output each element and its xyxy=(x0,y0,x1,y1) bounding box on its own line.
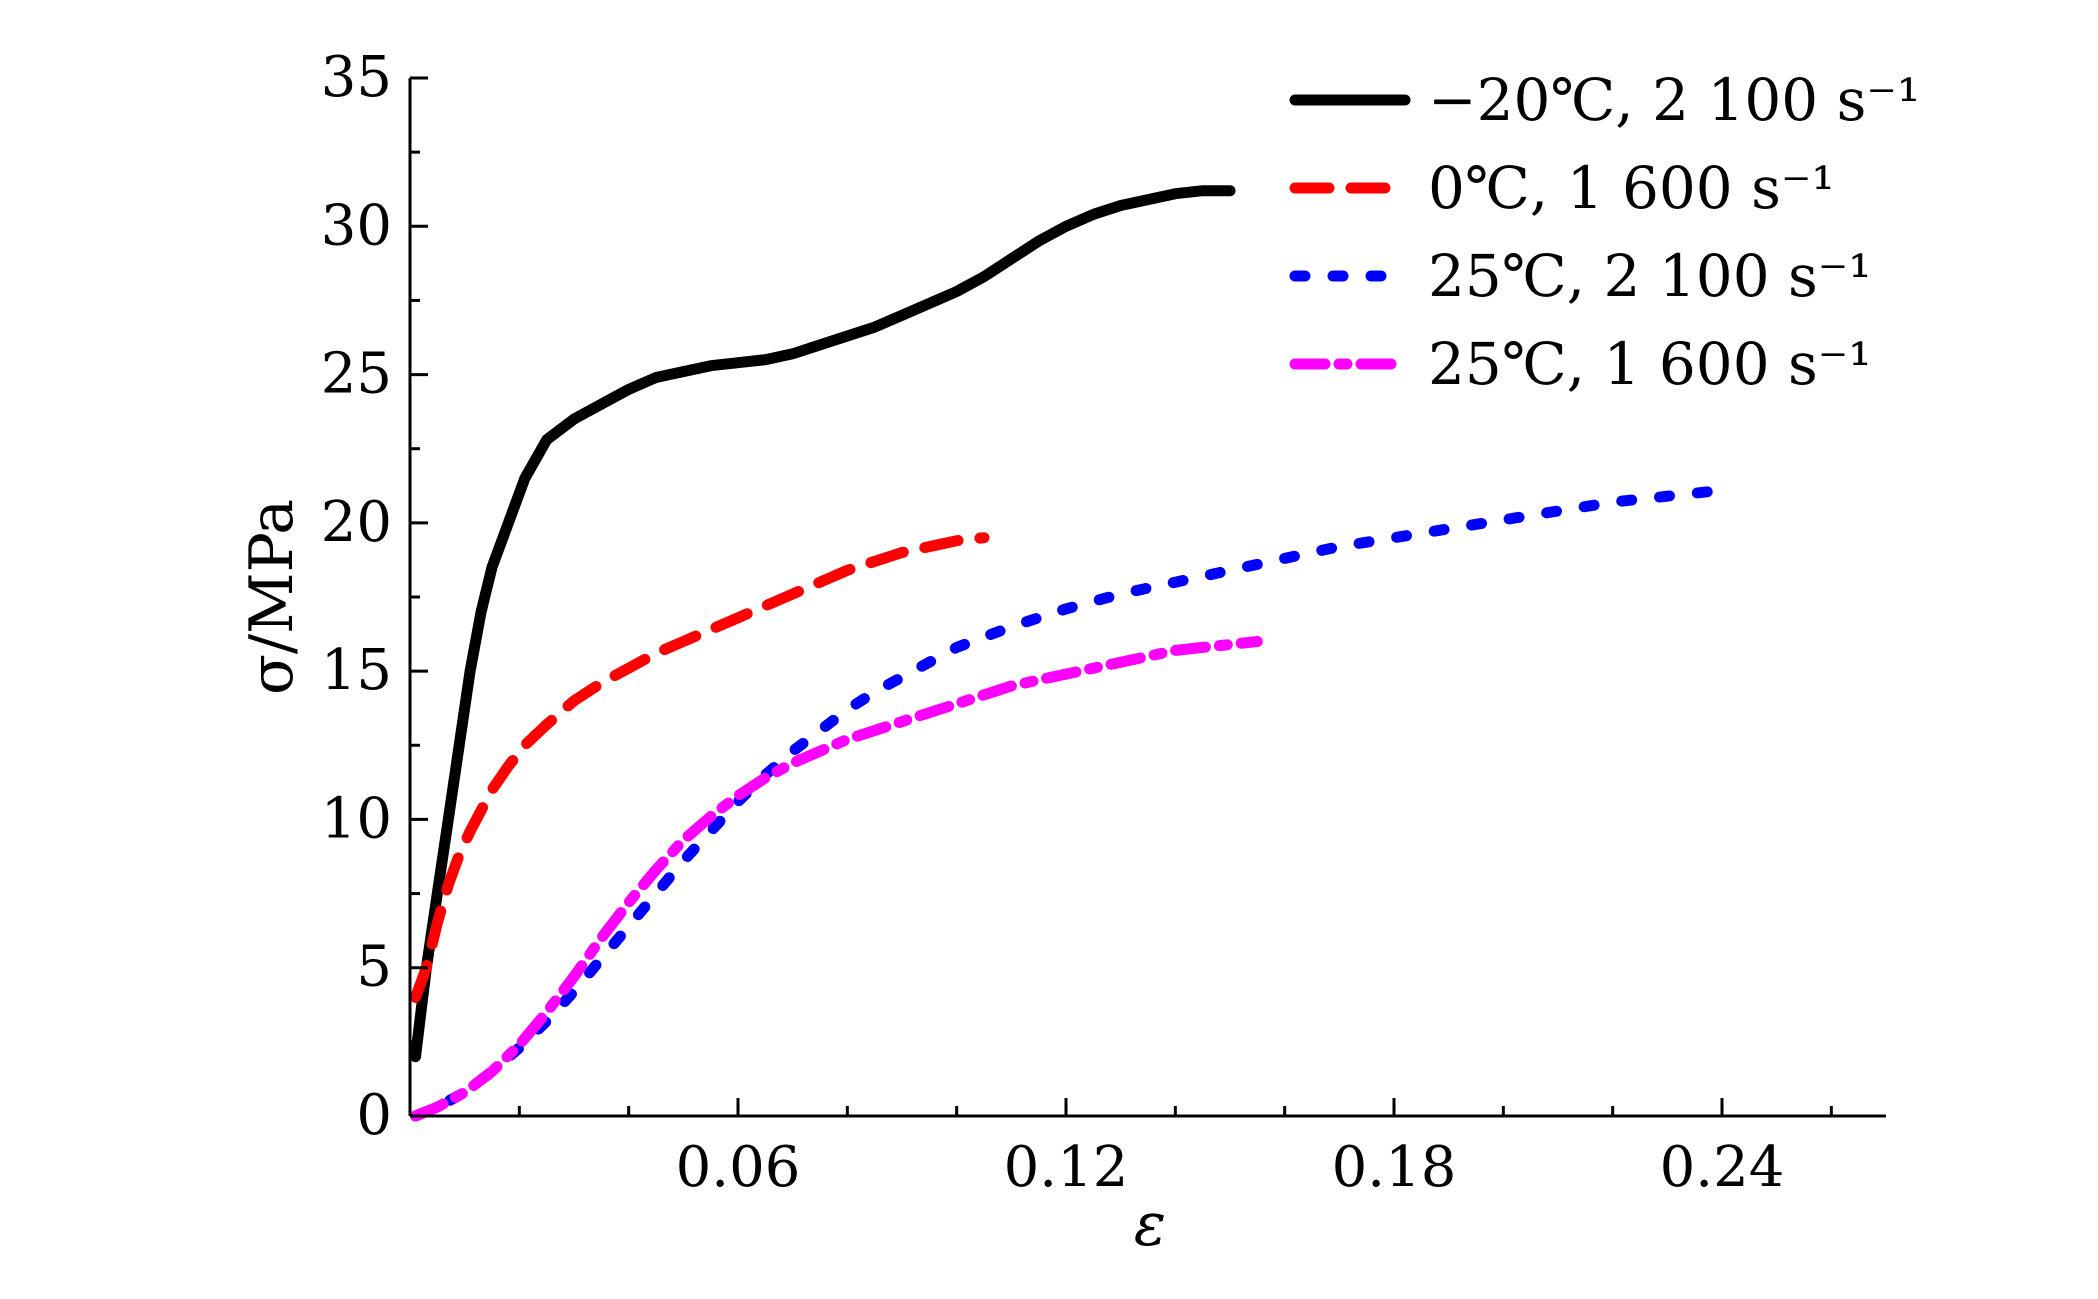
y-tick-label: 0 xyxy=(356,1083,392,1148)
y-axis-label: σ/MPa xyxy=(237,499,307,695)
x-tick-label: 0.06 xyxy=(676,1135,801,1200)
x-tick-label: 0.18 xyxy=(1332,1135,1457,1200)
legend-label-3: 25℃, 1 600 s⁻¹ xyxy=(1428,330,1872,398)
x-axis-label: ε xyxy=(1134,1190,1166,1260)
x-tick-label: 0.24 xyxy=(1660,1135,1785,1200)
y-tick-label: 5 xyxy=(356,935,392,1000)
legend-label-2: 25℃, 2 100 s⁻¹ xyxy=(1428,242,1872,310)
legend: −20℃, 2 100 s⁻¹ 0℃, 1 600 s⁻¹ 25℃, 2 100 s… xyxy=(1289,66,1920,398)
series-line-0 xyxy=(410,185,1236,1063)
y-tick-label: 15 xyxy=(321,638,392,703)
ticks: 0.06 0.12 0.18 0.24 0 5 10 15 20 25 30 35 xyxy=(321,45,1833,1200)
series-line-3 xyxy=(410,636,1263,1122)
y-tick-label: 30 xyxy=(321,193,392,258)
y-tick-label: 20 xyxy=(321,490,392,555)
legend-label-1: 0℃, 1 600 s⁻¹ xyxy=(1428,154,1835,222)
series-line-1 xyxy=(410,532,990,1003)
y-tick-label: 25 xyxy=(321,342,392,407)
x-tick-label: 0.12 xyxy=(1004,1135,1129,1200)
series-layer xyxy=(410,185,1728,1122)
axes xyxy=(408,78,1886,1118)
legend-label-0: −20℃, 2 100 s⁻¹ xyxy=(1428,66,1920,134)
y-tick-label: 10 xyxy=(321,786,392,851)
series-line-2 xyxy=(410,484,1728,1122)
y-tick-label: 35 xyxy=(321,45,392,110)
